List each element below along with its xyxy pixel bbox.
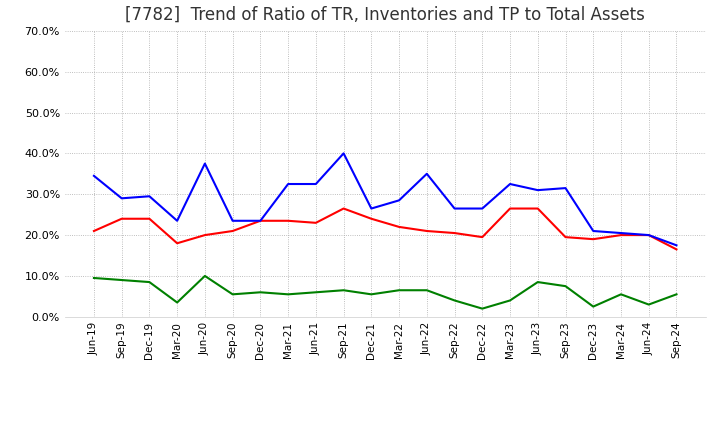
Trade Receivables (505, 206, 514, 211)
Trade Receivables (450, 231, 459, 236)
Trade Payables (561, 283, 570, 289)
Inventories (173, 218, 181, 224)
Inventories (616, 231, 625, 236)
Trade Receivables (284, 218, 292, 224)
Trade Payables (256, 290, 265, 295)
Trade Payables (589, 304, 598, 309)
Inventories (534, 187, 542, 193)
Trade Receivables (672, 247, 681, 252)
Trade Receivables (423, 228, 431, 234)
Trade Payables (228, 292, 237, 297)
Trade Payables (478, 306, 487, 311)
Trade Receivables (561, 235, 570, 240)
Trade Receivables (644, 232, 653, 238)
Trade Payables (423, 288, 431, 293)
Trade Payables (534, 279, 542, 285)
Trade Receivables (616, 232, 625, 238)
Trade Receivables (589, 237, 598, 242)
Trade Payables (284, 292, 292, 297)
Trade Payables (339, 288, 348, 293)
Trade Payables (312, 290, 320, 295)
Inventories (450, 206, 459, 211)
Inventories (367, 206, 376, 211)
Trade Payables (505, 298, 514, 303)
Line: Trade Payables: Trade Payables (94, 276, 677, 308)
Inventories (589, 228, 598, 234)
Inventories (145, 194, 154, 199)
Inventories (561, 185, 570, 191)
Trade Payables (145, 279, 154, 285)
Inventories (395, 198, 403, 203)
Trade Receivables (367, 216, 376, 221)
Trade Receivables (201, 232, 210, 238)
Trade Payables (117, 277, 126, 282)
Trade Receivables (117, 216, 126, 221)
Title: [7782]  Trend of Ratio of TR, Inventories and TP to Total Assets: [7782] Trend of Ratio of TR, Inventories… (125, 6, 645, 24)
Trade Payables (89, 275, 98, 281)
Inventories (256, 218, 265, 224)
Inventories (505, 181, 514, 187)
Inventories (423, 171, 431, 176)
Trade Receivables (228, 228, 237, 234)
Trade Payables (367, 292, 376, 297)
Inventories (228, 218, 237, 224)
Line: Trade Receivables: Trade Receivables (94, 209, 677, 249)
Trade Payables (201, 273, 210, 279)
Trade Payables (616, 292, 625, 297)
Trade Payables (644, 302, 653, 307)
Trade Receivables (312, 220, 320, 225)
Trade Payables (672, 292, 681, 297)
Trade Receivables (395, 224, 403, 230)
Trade Receivables (256, 218, 265, 224)
Inventories (201, 161, 210, 166)
Trade Receivables (534, 206, 542, 211)
Line: Inventories: Inventories (94, 154, 677, 245)
Trade Receivables (173, 241, 181, 246)
Inventories (284, 181, 292, 187)
Trade Receivables (478, 235, 487, 240)
Inventories (89, 173, 98, 179)
Trade Payables (173, 300, 181, 305)
Trade Payables (395, 288, 403, 293)
Trade Receivables (145, 216, 154, 221)
Trade Receivables (89, 228, 98, 234)
Inventories (478, 206, 487, 211)
Inventories (644, 232, 653, 238)
Trade Receivables (339, 206, 348, 211)
Trade Payables (450, 298, 459, 303)
Legend: Trade Receivables, Inventories, Trade Payables: Trade Receivables, Inventories, Trade Pa… (164, 436, 606, 440)
Inventories (339, 151, 348, 156)
Inventories (117, 196, 126, 201)
Inventories (312, 181, 320, 187)
Inventories (672, 242, 681, 248)
